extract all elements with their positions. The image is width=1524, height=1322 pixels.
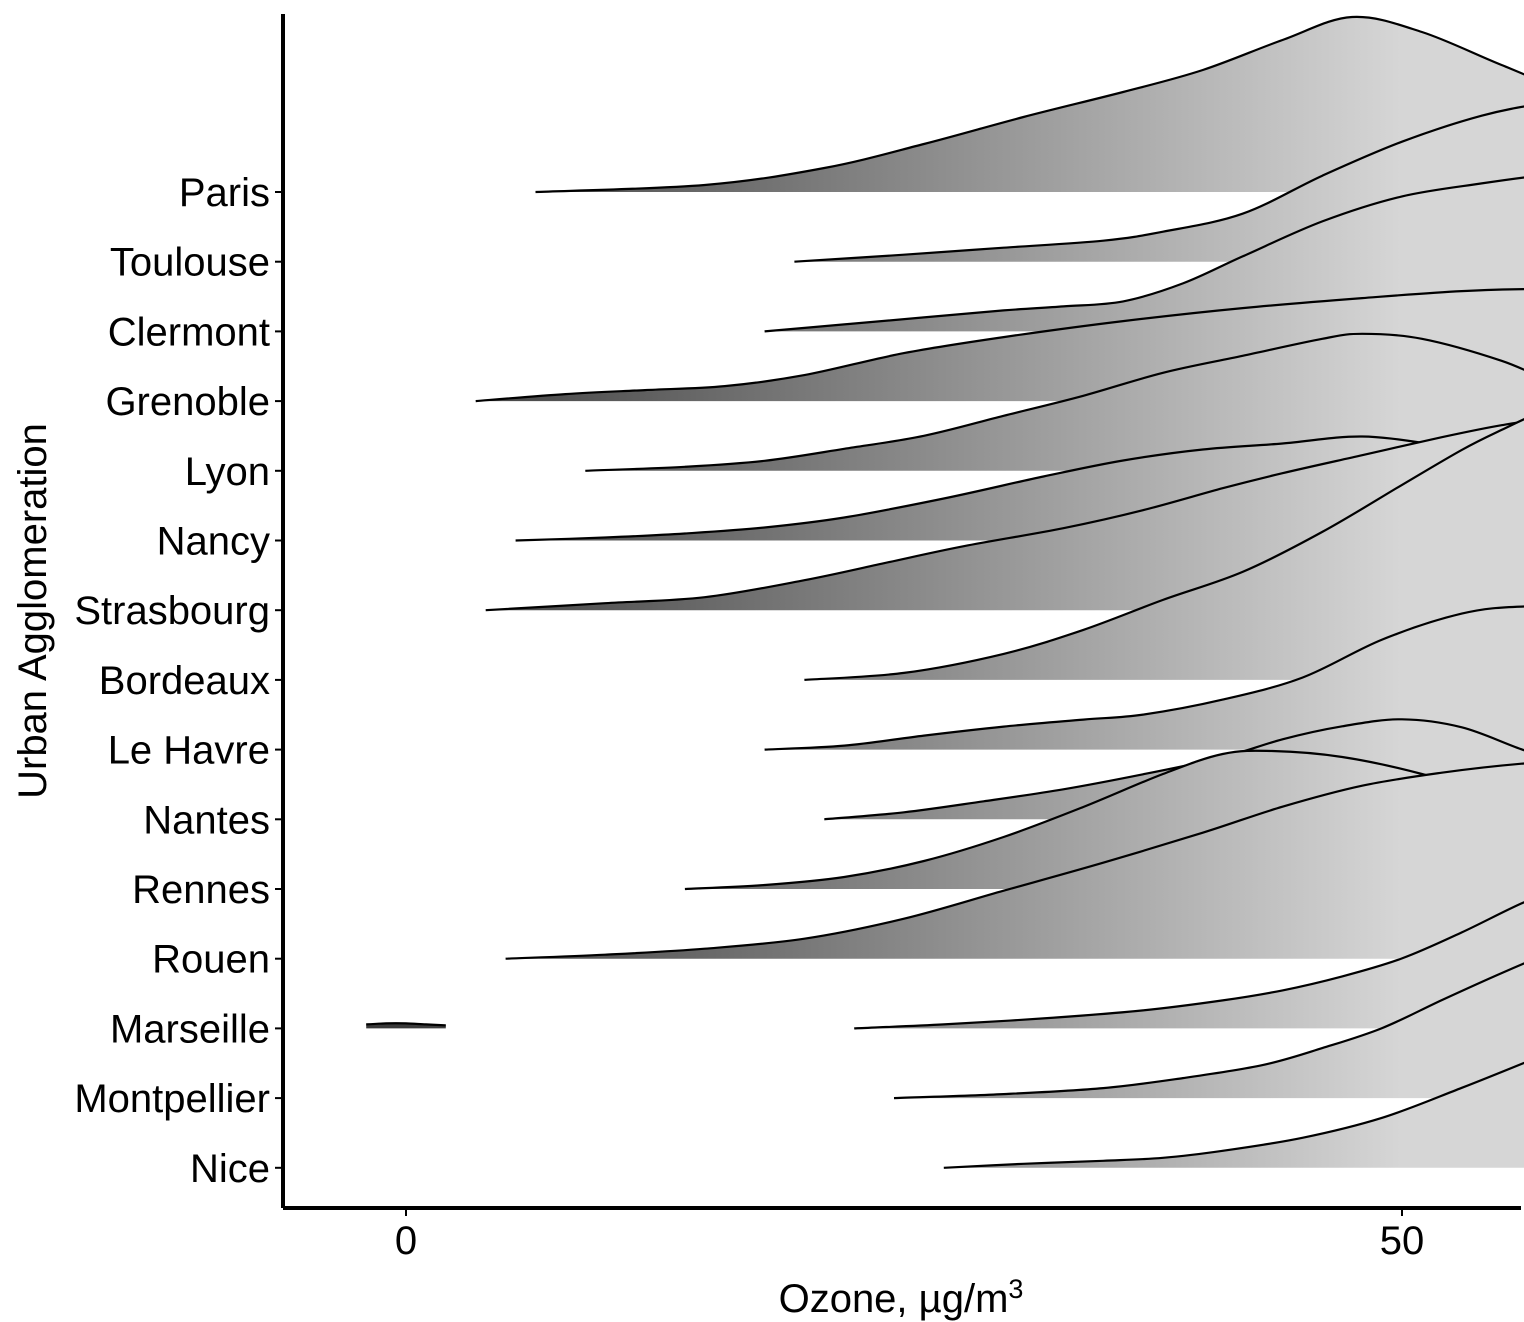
y-tick-label-toulouse: Toulouse <box>110 241 270 285</box>
ridge-area-montpellier <box>894 963 1524 1099</box>
x-axis-title: Ozone, µg/m3 <box>779 1274 1024 1321</box>
y-tick-label-lyon: Lyon <box>185 450 270 494</box>
ridge-area-nice <box>943 1062 1524 1168</box>
ridge-area-marseille <box>854 902 1524 1029</box>
ridge-line-nantes <box>824 718 1524 821</box>
ridge-paris <box>535 15 1524 194</box>
x-axis-title-text: Ozone, µg/m <box>779 1277 1009 1321</box>
ridge-line-bordeaux <box>804 417 1524 681</box>
ridge-area-bordeaux <box>804 419 1524 680</box>
ridge-line-clermont <box>764 176 1524 333</box>
ridge-bordeaux <box>804 417 1524 681</box>
ridge-line-paris <box>535 15 1524 194</box>
y-tick-label-strasbourg: Strasbourg <box>74 589 270 633</box>
x-tick-label-50: 50 <box>1380 1219 1425 1263</box>
y-tick-label-nice: Nice <box>190 1147 270 1191</box>
y-tick-label-rennes: Rennes <box>132 868 270 912</box>
x-tick-label-0: 0 <box>395 1219 417 1263</box>
ridge-line-nancy <box>515 435 1524 542</box>
y-ticks-group: Paris Toulouse Clermont Grenoble Lyon Nancy St… <box>74 171 283 1191</box>
y-tick-label-nantes: Nantes <box>143 798 270 842</box>
ridge-area-paris <box>535 16 1524 192</box>
y-tick-label-montpellier: Montpellier <box>74 1077 270 1121</box>
x-ticks-group: 050100150 <box>395 1208 1425 1263</box>
ridge-line-strasbourg <box>485 420 1524 612</box>
ridge-line-le-havre <box>764 605 1524 751</box>
ridge-line-nice <box>943 1061 1524 1169</box>
ridge-le-havre <box>764 605 1524 751</box>
y-tick-label-nancy: Nancy <box>157 520 270 564</box>
ridge-area-le-havre <box>764 606 1524 750</box>
y-tick-label-rouen: Rouen <box>152 938 270 982</box>
ridge-clermont <box>764 176 1524 333</box>
ridge-rouen <box>505 762 1524 960</box>
ridge-line-rouen <box>505 762 1524 960</box>
x-axis-title-superscript: 3 <box>1008 1274 1023 1304</box>
y-tick-label-clermont: Clermont <box>108 310 270 354</box>
ridge-line-rennes <box>684 749 1524 891</box>
ridge-line-montpellier <box>893 962 1524 1100</box>
ridge-nice <box>943 1061 1524 1169</box>
ridge-line-lyon <box>585 332 1524 472</box>
ridge-area-lyon <box>585 333 1524 471</box>
ridge-montpellier <box>893 962 1524 1100</box>
ridge-marseille <box>366 1022 446 1029</box>
ridge-marseille <box>854 901 1524 1030</box>
y-tick-label-grenoble: Grenoble <box>105 380 270 424</box>
ridge-line-grenoble <box>475 287 1524 403</box>
y-tick-label-le-havre: Le Havre <box>108 729 270 773</box>
ridge-line-marseille <box>854 901 1524 1030</box>
ridge-area-rouen <box>505 763 1524 959</box>
y-tick-label-marseille: Marseille <box>110 1007 270 1051</box>
ridge-line-marseille <box>366 1022 446 1027</box>
ridge-lyon <box>585 332 1524 472</box>
y-tick-label-paris: Paris <box>179 171 270 215</box>
ridge-area-clermont <box>764 177 1524 332</box>
ridges-group <box>366 15 1524 1169</box>
y-tick-label-bordeaux: Bordeaux <box>99 659 270 703</box>
ridge-line-toulouse <box>794 105 1524 263</box>
y-axis-title: Urban Agglomeration <box>11 423 55 799</box>
